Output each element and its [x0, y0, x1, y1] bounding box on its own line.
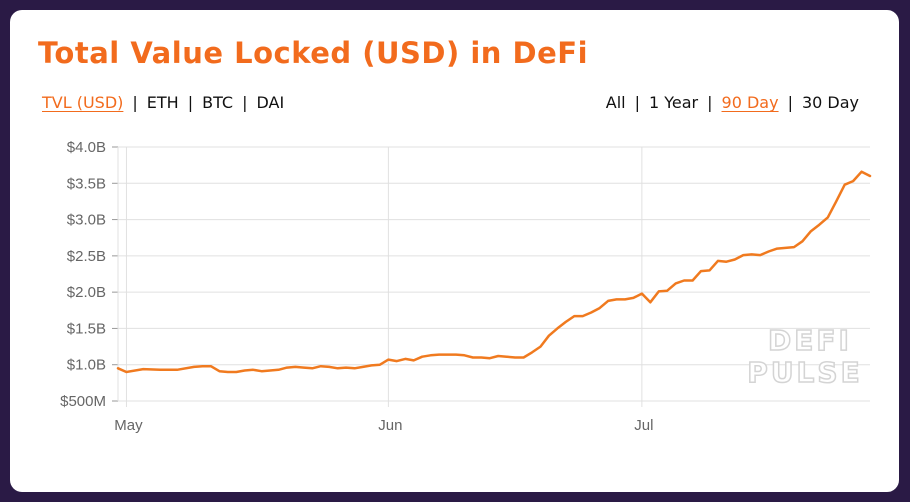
tab-range-90-day[interactable]: 90 Day	[721, 93, 779, 112]
tab-metric-tvl-usd[interactable]: TVL (USD)	[42, 93, 124, 112]
tab-separator: |	[242, 93, 248, 112]
watermark-logo: DEFI PULSE	[747, 323, 862, 390]
tab-separator: |	[187, 93, 194, 112]
tvl-line-chart: $4.0B $3.5B $3.0B $2.5B $2.0B $1.5B $1.0B $500M…	[60, 139, 872, 434]
x-axis-labels: May Jun Jul	[114, 417, 653, 434]
y-gridlines	[112, 146, 870, 402]
x-tick-label: May	[114, 417, 143, 434]
y-tick-label: $4.0B	[67, 139, 106, 156]
tab-metric-eth[interactable]: ETH	[146, 93, 179, 112]
series-line-tvl	[116, 170, 872, 374]
y-tick-label: $1.0B	[67, 357, 106, 374]
page-title: Total Value Locked (USD) in DeFi	[38, 36, 589, 70]
tab-range-30-day[interactable]: 30 Day	[801, 93, 859, 112]
tab-separator: |	[787, 93, 793, 112]
chart-card: Total Value Locked (USD) in DeFi TVL (US…	[10, 10, 899, 492]
range-tabs: All | 1 Year | 90 Day | 30 Day	[606, 93, 859, 112]
x-gridlines	[125, 147, 643, 407]
tab-metric-dai[interactable]: DAI	[256, 93, 285, 112]
tab-separator: |	[634, 93, 640, 112]
metric-tabs: TVL (USD) | ETH | BTC | DAI	[42, 93, 284, 112]
y-tick-label: $2.5B	[67, 248, 106, 265]
watermark-line-1: DEFI	[768, 324, 852, 357]
y-axis-labels: $4.0B $3.5B $3.0B $2.5B $2.0B $1.5B $1.0B $500M	[60, 139, 106, 410]
y-tick-label: $3.0B	[67, 212, 106, 229]
tab-range-1-year[interactable]: 1 Year	[648, 93, 699, 112]
tab-separator: |	[132, 93, 138, 112]
watermark-line-2: PULSE	[747, 356, 862, 389]
y-tick-label: $3.5B	[67, 175, 106, 192]
y-tick-label: $2.0B	[67, 284, 106, 301]
tab-range-all[interactable]: All	[605, 93, 626, 112]
x-tick-label: Jul	[634, 417, 653, 434]
y-tick-label: $500M	[60, 393, 106, 410]
x-tick-label: Jun	[378, 417, 402, 434]
tab-metric-btc[interactable]: BTC	[202, 93, 234, 112]
y-tick-label: $1.5B	[67, 320, 106, 337]
tab-separator: |	[707, 93, 713, 112]
